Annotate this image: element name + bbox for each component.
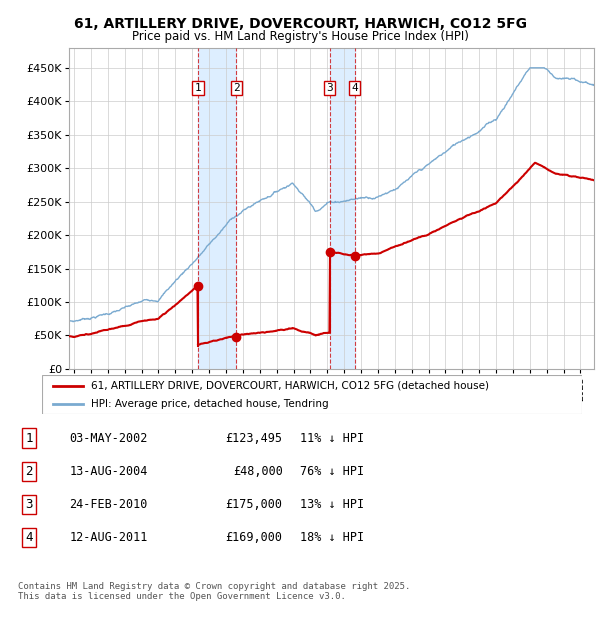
Text: 4: 4: [26, 531, 33, 544]
Text: £123,495: £123,495: [226, 432, 283, 445]
Text: 11% ↓ HPI: 11% ↓ HPI: [300, 432, 364, 445]
Text: 76% ↓ HPI: 76% ↓ HPI: [300, 465, 364, 478]
Text: 03-MAY-2002: 03-MAY-2002: [70, 432, 148, 445]
Text: 2: 2: [26, 465, 33, 478]
Text: 61, ARTILLERY DRIVE, DOVERCOURT, HARWICH, CO12 5FG: 61, ARTILLERY DRIVE, DOVERCOURT, HARWICH…: [74, 17, 527, 32]
Text: 2: 2: [233, 83, 240, 93]
Bar: [198, 48, 236, 369]
Text: 12-AUG-2011: 12-AUG-2011: [70, 531, 148, 544]
Text: Price paid vs. HM Land Registry's House Price Index (HPI): Price paid vs. HM Land Registry's House …: [131, 30, 469, 43]
Bar: [330, 48, 355, 369]
Text: £48,000: £48,000: [233, 465, 283, 478]
Text: 1: 1: [26, 432, 33, 445]
Text: HPI: Average price, detached house, Tendring: HPI: Average price, detached house, Tend…: [91, 399, 328, 409]
Text: 18% ↓ HPI: 18% ↓ HPI: [300, 531, 364, 544]
Text: 1: 1: [194, 83, 202, 93]
Text: 13-AUG-2004: 13-AUG-2004: [70, 465, 148, 478]
Text: 3: 3: [26, 498, 33, 511]
Text: £169,000: £169,000: [226, 531, 283, 544]
Text: 61, ARTILLERY DRIVE, DOVERCOURT, HARWICH, CO12 5FG (detached house): 61, ARTILLERY DRIVE, DOVERCOURT, HARWICH…: [91, 381, 488, 391]
Text: £175,000: £175,000: [226, 498, 283, 511]
Text: Contains HM Land Registry data © Crown copyright and database right 2025.
This d: Contains HM Land Registry data © Crown c…: [18, 582, 410, 601]
Text: 3: 3: [326, 83, 333, 93]
Text: 24-FEB-2010: 24-FEB-2010: [70, 498, 148, 511]
Text: 4: 4: [351, 83, 358, 93]
Text: 13% ↓ HPI: 13% ↓ HPI: [300, 498, 364, 511]
